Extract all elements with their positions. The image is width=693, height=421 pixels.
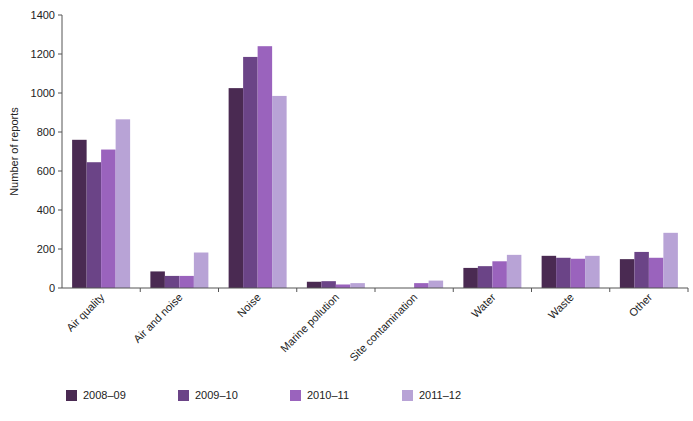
x-tick-label: Other — [626, 291, 654, 319]
y-tick-label: 1200 — [31, 48, 55, 60]
x-tick-label: Air and noise — [131, 291, 185, 345]
y-tick-label: 1400 — [31, 9, 55, 21]
bar — [194, 253, 209, 288]
y-tick-label: 0 — [49, 282, 55, 294]
y-axis — [62, 15, 63, 288]
bar — [542, 256, 557, 288]
bar — [336, 284, 351, 288]
bar — [258, 46, 273, 288]
bar — [478, 266, 493, 288]
y-tick — [58, 54, 62, 55]
bar — [72, 140, 87, 288]
bar — [350, 283, 365, 288]
y-tick-label: 600 — [37, 165, 55, 177]
y-tick — [58, 249, 62, 250]
legend-swatch — [290, 390, 301, 401]
bar — [179, 276, 194, 288]
bar — [663, 233, 678, 288]
x-tick — [453, 288, 454, 292]
y-tick — [58, 132, 62, 133]
bars — [72, 46, 678, 288]
bar — [649, 258, 664, 288]
x-tick — [218, 288, 219, 292]
bar — [556, 258, 571, 288]
legend-label: 2009–10 — [195, 389, 238, 401]
bar — [620, 259, 635, 288]
bar — [414, 283, 429, 288]
bar — [229, 88, 244, 288]
x-tick — [531, 288, 532, 292]
x-tick-label: Air quality — [64, 291, 107, 334]
y-tick — [58, 210, 62, 211]
x-tick-label: Site contamination — [347, 291, 419, 363]
bar — [492, 261, 507, 288]
bar — [321, 281, 336, 288]
y-tick — [58, 93, 62, 94]
bar — [463, 268, 478, 288]
bar — [101, 150, 116, 288]
bar — [585, 256, 600, 288]
legend-swatch — [402, 390, 413, 401]
bar — [307, 282, 322, 288]
y-tick — [58, 15, 62, 16]
x-tick-label: Waste — [546, 291, 576, 321]
bar — [429, 281, 444, 288]
bar — [571, 259, 586, 288]
bar — [634, 252, 649, 288]
x-tick-label: Marine pollution — [278, 291, 341, 354]
bar — [150, 271, 165, 288]
chart: 0 200 400 600 800 1000 1200 1400 Number of repor… — [0, 0, 693, 421]
x-tick — [609, 288, 610, 292]
x-tick — [688, 288, 689, 292]
y-tick-label: 1000 — [31, 87, 55, 99]
legend-label: 2008–09 — [83, 389, 126, 401]
x-tick — [140, 288, 141, 292]
x-tick — [296, 288, 297, 292]
y-tick — [58, 171, 62, 172]
bar — [87, 162, 102, 288]
bar — [165, 276, 180, 288]
y-tick-label: 800 — [37, 126, 55, 138]
bar — [116, 119, 131, 288]
legend-swatch — [178, 390, 189, 401]
x-tick-label: Water — [469, 291, 498, 320]
legend-swatch — [66, 390, 77, 401]
y-tick-label: 400 — [37, 204, 55, 216]
x-tick-label: Noise — [235, 291, 263, 319]
y-tick — [58, 288, 62, 289]
y-tick-label: 200 — [37, 243, 55, 255]
bar — [507, 255, 522, 288]
y-axis-label: Number of reports — [8, 107, 20, 196]
x-tick — [375, 288, 376, 292]
bar — [272, 96, 287, 288]
legend-label: 2011–12 — [419, 389, 461, 401]
bar — [243, 57, 258, 288]
legend-label: 2010–11 — [307, 389, 349, 401]
